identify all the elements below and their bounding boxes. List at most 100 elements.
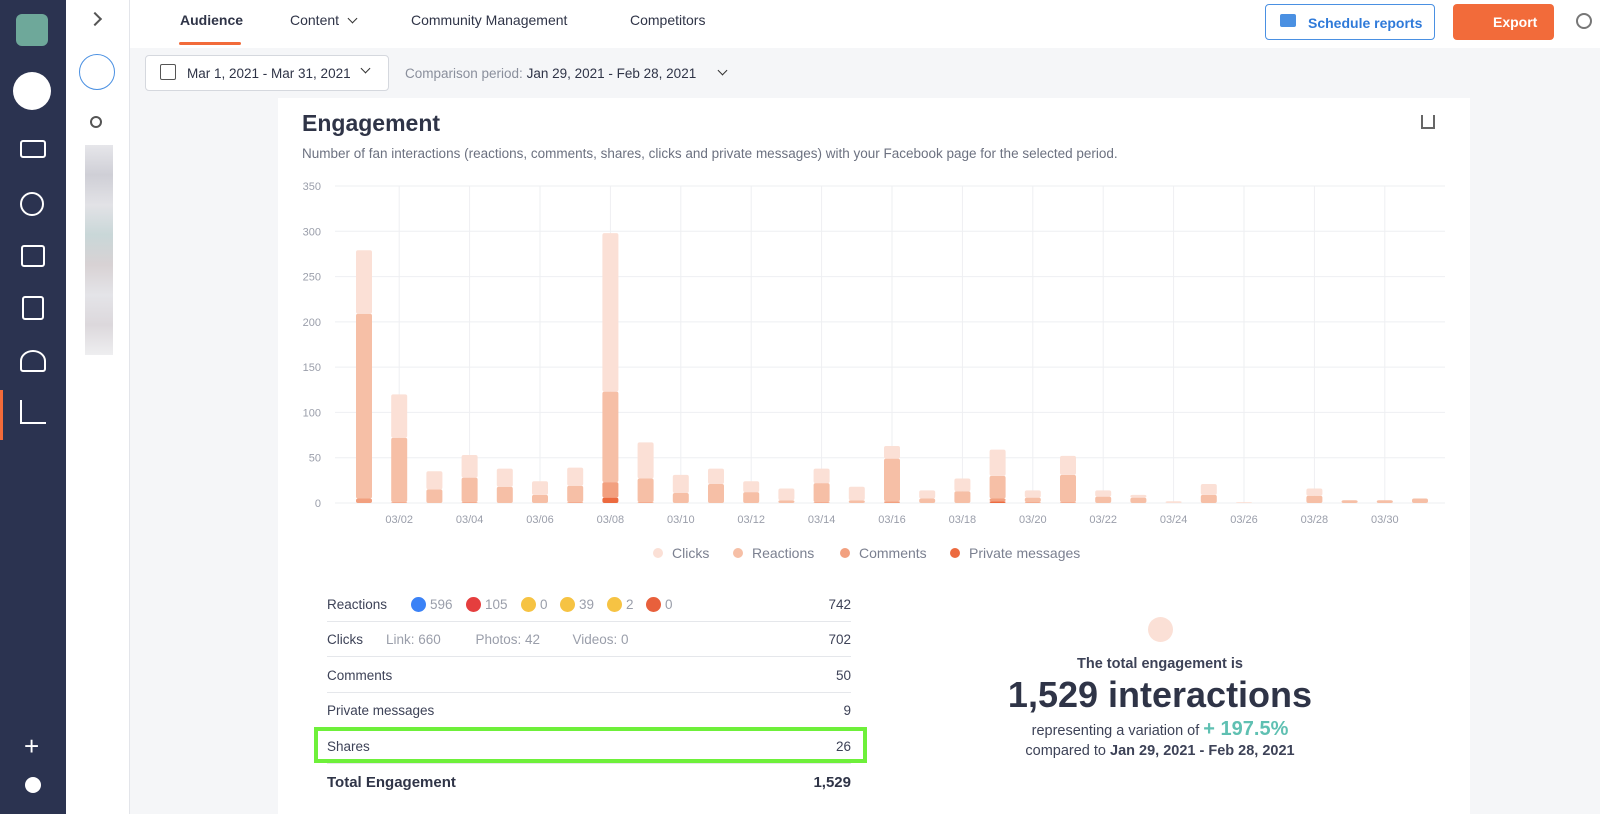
y-tick-label: 100 <box>303 407 321 419</box>
listen-icon[interactable] <box>20 192 44 216</box>
bar-segment <box>1024 490 1041 498</box>
bar-segment <box>884 458 900 502</box>
bar-segment <box>884 445 900 459</box>
tasks-icon[interactable] <box>22 296 44 320</box>
engagement-table: Reactions 596 105 0 39 2 0 742 Clicks Link: 660 Ph… <box>327 587 851 807</box>
comparison-period[interactable]: Comparison period: Jan 29, 2021 - Feb 28… <box>405 66 696 81</box>
calendar-icon[interactable] <box>21 245 45 267</box>
bar-segment <box>1095 490 1112 497</box>
analytics-icon[interactable] <box>20 400 46 424</box>
inbox-icon[interactable] <box>20 140 46 158</box>
tab[interactable]: Audience <box>180 12 244 28</box>
settings-icon[interactable] <box>1576 13 1592 29</box>
bar-segment <box>532 481 548 495</box>
engagement-icon <box>1148 617 1173 642</box>
team-icon[interactable] <box>20 350 46 372</box>
summary-total: 1,529 interactions <box>1007 674 1313 715</box>
row-detail: Photos: 42 <box>475 632 541 648</box>
row-detail: 39 <box>579 597 595 612</box>
bar-segment <box>532 494 548 503</box>
bar-segment <box>461 502 478 503</box>
add-icon[interactable]: + <box>24 731 40 761</box>
button-label: Schedule reports <box>1308 15 1423 31</box>
logo[interactable] <box>16 14 48 46</box>
main-sidebar: + <box>0 0 66 814</box>
bar-segment <box>1200 494 1217 503</box>
bar-segment <box>1236 502 1252 503</box>
bar-segment <box>1341 500 1358 503</box>
reaction-icon <box>646 597 661 612</box>
bar-segment <box>1376 500 1393 503</box>
highlight-box <box>314 727 867 763</box>
bar-segment <box>919 498 936 503</box>
summary: The total engagement is 1,529 interactio… <box>880 656 1440 759</box>
chart-subtitle: Number of fan interactions (reactions, c… <box>302 146 1118 161</box>
bar-segment <box>461 477 478 503</box>
bar-segment <box>1024 497 1041 503</box>
top-bar <box>130 0 1600 48</box>
x-tick-label: 03/16 <box>878 514 906 526</box>
row-value: 742 <box>828 597 851 612</box>
bar-segment <box>954 478 971 492</box>
legend-marker <box>840 548 850 558</box>
button-label: Export <box>1493 14 1538 30</box>
reaction-icon <box>560 597 575 612</box>
table-row: Comments 50 <box>327 658 851 693</box>
publish-icon[interactable] <box>13 72 51 110</box>
bar-segment <box>1165 501 1182 503</box>
x-tick-label: 03/22 <box>1089 514 1117 526</box>
bar-segment <box>813 468 830 484</box>
calendar-icon <box>160 64 176 80</box>
row-value: 702 <box>828 632 851 648</box>
download-icon[interactable] <box>1421 115 1435 129</box>
row-value: 1,529 <box>813 774 851 791</box>
tab[interactable]: Content <box>290 12 340 28</box>
bar-segment <box>496 468 513 487</box>
compared-text: compared to <box>1025 743 1106 759</box>
x-tick-label: 03/28 <box>1301 514 1329 526</box>
legend-marker <box>653 548 663 558</box>
row-detail: Videos: 0 <box>572 632 629 648</box>
bar-segment <box>391 394 408 438</box>
export-button[interactable]: Export <box>1453 4 1554 40</box>
row-detail: 2 <box>626 597 634 612</box>
x-tick-label: 03/08 <box>597 514 625 526</box>
compared-range: Jan 29, 2021 - Feb 28, 2021 <box>1110 743 1295 759</box>
x-tick-label: 03/02 <box>385 514 413 526</box>
active-indicator <box>0 390 3 440</box>
bar-segment <box>848 486 865 501</box>
row-detail: 105 <box>485 597 508 612</box>
x-tick-label: 03/18 <box>949 514 977 526</box>
tab[interactable]: Community Management <box>411 12 568 28</box>
bar-segment <box>1095 496 1112 503</box>
bar-segment <box>391 502 408 503</box>
legend-label: Clicks <box>672 545 709 561</box>
mail-icon <box>1280 14 1296 27</box>
bar-segment <box>637 442 654 479</box>
reaction-icon <box>521 597 536 612</box>
bar-segment <box>743 492 760 503</box>
schedule-button[interactable]: Schedule reports <box>1265 4 1435 40</box>
help-icon[interactable] <box>25 777 41 793</box>
legend-label: Reactions <box>752 545 814 561</box>
bar-segment <box>426 471 443 490</box>
page-selector[interactable] <box>79 54 115 90</box>
bar-segment <box>989 498 1006 502</box>
legend-marker <box>733 548 743 558</box>
bar-segment <box>672 474 689 494</box>
legend-label: Private messages <box>969 545 1080 561</box>
bar-segment <box>567 485 584 503</box>
y-tick-label: 50 <box>309 453 321 465</box>
bar-segment <box>989 449 1006 476</box>
bar-segment <box>919 490 936 499</box>
tab[interactable]: Competitors <box>630 12 706 28</box>
bar-segment <box>989 475 1006 499</box>
date-picker[interactable]: Mar 1, 2021 - Mar 31, 2021 <box>145 55 389 91</box>
x-tick-label: 03/10 <box>667 514 695 526</box>
search-icon[interactable] <box>90 116 102 128</box>
table-row: Private messages 9 <box>327 693 851 729</box>
y-tick-label: 200 <box>303 317 321 329</box>
bar-segment <box>602 391 619 483</box>
row-label: Reactions <box>327 597 388 612</box>
bar-segment <box>813 483 830 503</box>
